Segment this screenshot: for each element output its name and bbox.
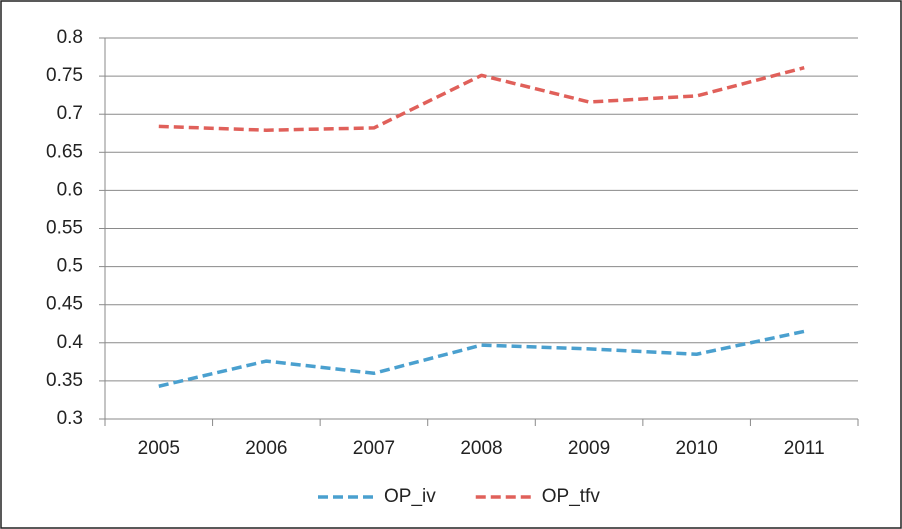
legend-label: OP_iv xyxy=(384,486,436,507)
x-tick-label: 2008 xyxy=(460,438,502,459)
y-tick-label: 0.65 xyxy=(46,141,83,162)
x-tick-label: 2010 xyxy=(676,438,718,459)
y-tick-label: 0.4 xyxy=(57,332,84,353)
y-tick-label: 0.5 xyxy=(57,256,83,277)
x-tick-label: 2006 xyxy=(245,438,287,459)
y-tick-label: 0.8 xyxy=(57,27,83,48)
x-tick-label: 2009 xyxy=(568,438,610,459)
x-tick-label: 2007 xyxy=(353,438,395,459)
y-tick-label: 0.55 xyxy=(46,218,83,239)
data-line xyxy=(158,329,805,388)
y-tick-label: 0.35 xyxy=(46,370,83,391)
y-tick-label: 0.3 xyxy=(57,408,83,429)
x-tick-label: 2005 xyxy=(138,438,180,459)
legend-label: OP_tfv xyxy=(542,486,601,507)
data-line xyxy=(158,66,805,132)
y-tick-label: 0.6 xyxy=(57,179,83,200)
y-tick-label: 0.75 xyxy=(46,65,83,86)
x-tick-label: 2011 xyxy=(784,438,825,459)
y-tick-label: 0.7 xyxy=(57,103,83,124)
y-tick-label: 0.45 xyxy=(46,294,83,315)
